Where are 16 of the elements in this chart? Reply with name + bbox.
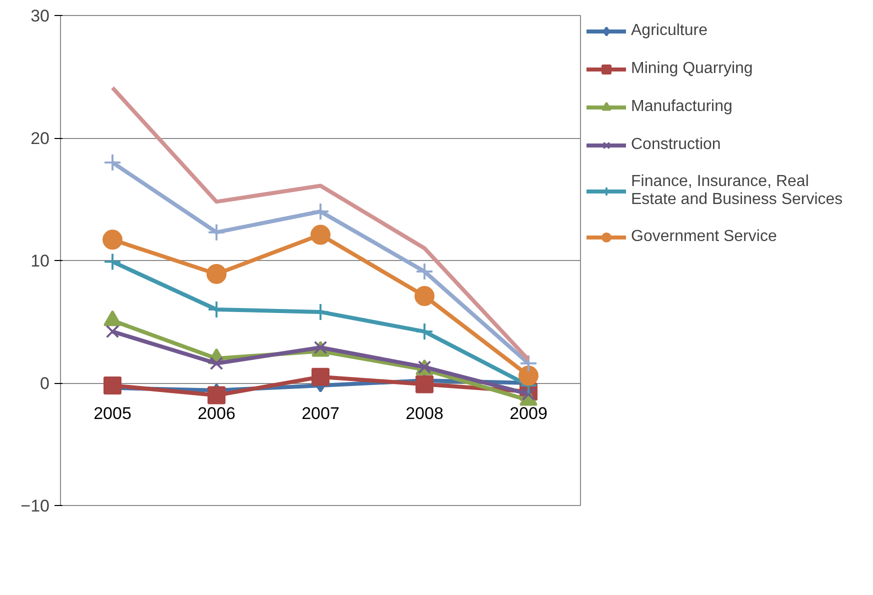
x-tick-label: 2007 [302,404,340,423]
y-tick-label: 30 [30,6,50,26]
x-tick-label: 2009 [510,404,548,423]
x-tick-label: 2008 [406,404,444,423]
legend-label: Mining Quarrying [631,60,753,78]
y-tick-label: 0 [40,374,50,393]
legend-label: Government Service [631,228,777,246]
x-tick-label: 2006 [198,404,236,423]
legend-label: Agriculture [631,22,708,40]
x-tick-label: 2005 [94,404,132,423]
y-tick-label: 10 [30,252,50,270]
y-tick-label: 20 [30,129,50,148]
legend-label: Manufacturing [631,98,732,116]
y-tick-label: −10 [20,496,50,516]
legend-label: Finance, Insurance, Real Estate and Business Services [631,173,843,209]
legend-label: Construction [631,136,721,154]
